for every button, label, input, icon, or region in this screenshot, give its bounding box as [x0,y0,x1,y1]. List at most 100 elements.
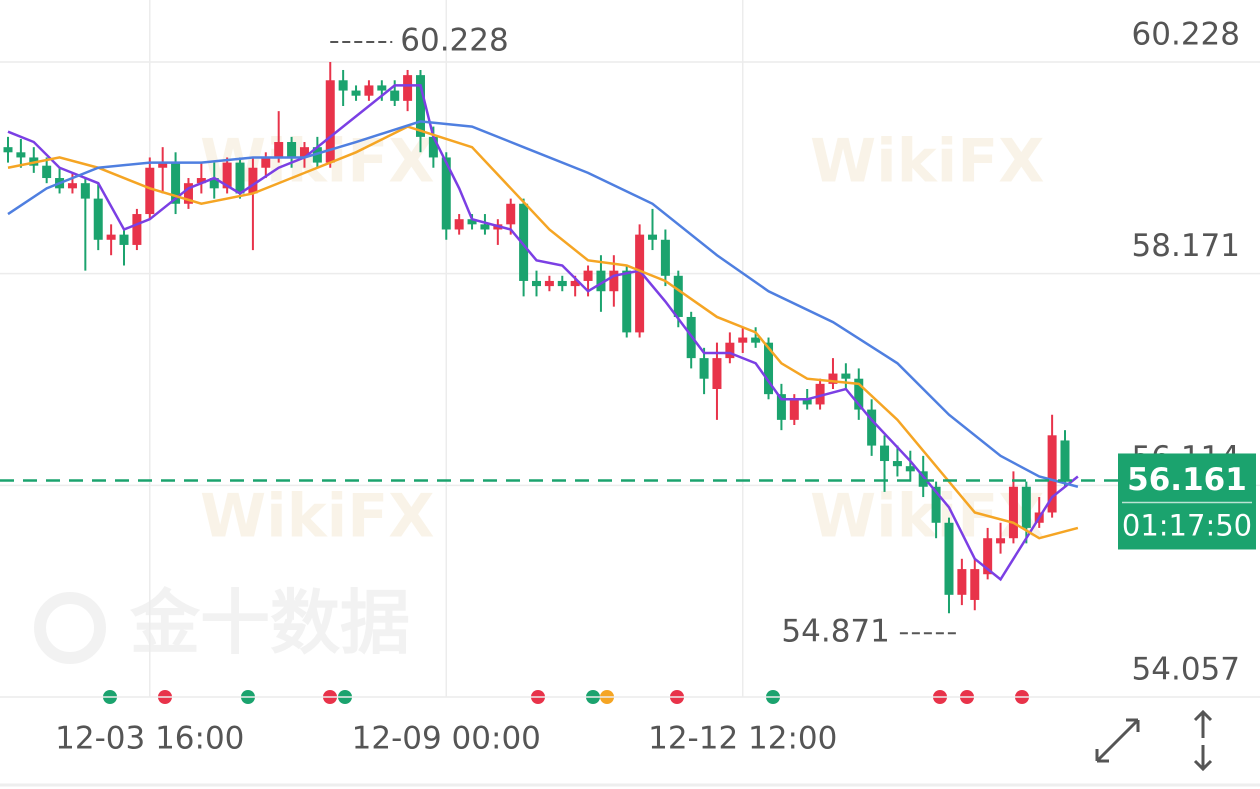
watermark: WikiFX [200,482,434,552]
candle-body [325,80,335,163]
candle-body [815,383,825,405]
watermarks: WikiFX WikiFX WikiFX WikiFX 金十数据 [34,127,1044,664]
candle-body [1047,435,1057,513]
candle-body [119,234,129,245]
moving-average-line [7,125,1079,540]
candle-body [158,162,168,168]
candle-body [699,358,709,379]
candle-body [222,162,232,189]
watermark: WikiFX [810,482,1044,552]
watermark: WikiFX [810,127,1044,197]
candle-body [738,337,748,343]
candle-body [918,471,928,487]
candle-body [841,373,851,379]
candle-body [248,167,258,194]
current-price-label: 56.161 [1127,462,1247,498]
candle-body [854,378,864,410]
candle-body [1060,440,1070,481]
high-label: 60.228 [400,22,508,58]
candle-body [16,152,26,158]
candle-body [441,157,451,230]
candle-body [390,90,400,101]
candle-body [145,167,155,215]
candle-body [287,142,297,158]
candle-body [209,178,219,189]
candle-body [106,234,116,240]
candle-body [196,178,206,184]
candle-body [1021,486,1031,528]
candle-body [880,445,890,462]
candle-body [261,157,271,168]
x-tick-label: 12-12 12:00 [648,721,837,757]
y-tick-label: 58.171 [1132,228,1240,264]
x-tick-label: 12-03 16:00 [55,721,244,757]
candle-body [415,75,425,137]
candle-body [931,486,941,523]
candle-body [132,214,142,245]
candle-body [235,162,245,194]
candle-body [970,569,980,600]
candle-body [467,219,477,225]
candle-body [428,136,438,158]
candle-body [764,342,774,395]
candle-body [905,466,915,472]
candle-body [867,409,877,446]
candle-body [635,234,645,333]
candle-body [274,142,284,158]
candle-body [544,280,554,287]
candle-body [299,147,309,158]
expand-icon[interactable] [1095,718,1140,763]
candle-body [583,270,593,281]
candle-body [557,280,567,287]
candle-body [351,90,361,96]
candle-body [171,162,181,204]
candle-body [3,147,13,153]
candle-body [532,280,541,287]
candle-body [183,183,193,204]
candle-body [983,538,993,575]
low-label: 54.871 [781,614,889,650]
candle-body [364,85,374,96]
candle-body [828,373,838,384]
scale-icon[interactable] [1193,709,1213,772]
candle-body [776,394,786,420]
moving-average-line [7,84,1079,582]
candle-body [403,75,413,101]
y-tick-label: 54.057 [1132,652,1240,688]
moving-average-line [7,120,1079,488]
candle-body [1008,486,1018,539]
candle-body [660,239,670,276]
candle-body [648,234,658,240]
candle-body [751,337,761,343]
watermark: 金十数据 [129,582,410,664]
candle-body [67,183,77,189]
candle-body [673,275,683,317]
candle-body [892,461,902,467]
candle-body [480,224,490,230]
candle-body [338,80,348,91]
x-tick-label: 12-09 00:00 [352,721,541,757]
candle-body [570,280,580,287]
candle-body [996,538,1006,544]
candle-body [725,342,735,359]
candle-body [377,85,387,91]
candle-body [506,203,516,225]
candle-body [789,399,799,420]
countdown-label: 01:17:50 [1122,508,1252,542]
candle-body [944,522,954,595]
candle-body [93,198,103,240]
price-tag [1118,453,1256,550]
candle-body [42,165,52,179]
candle-body [957,569,967,595]
candle-body [609,270,619,292]
candle-body [622,270,632,333]
candle-body [712,358,722,389]
y-tick-label: 60.228 [1132,16,1240,52]
candle-body [802,399,812,405]
watermark-logo [34,592,106,664]
candle-body [596,270,606,292]
candle-body [80,183,90,199]
candle-body [519,203,529,281]
